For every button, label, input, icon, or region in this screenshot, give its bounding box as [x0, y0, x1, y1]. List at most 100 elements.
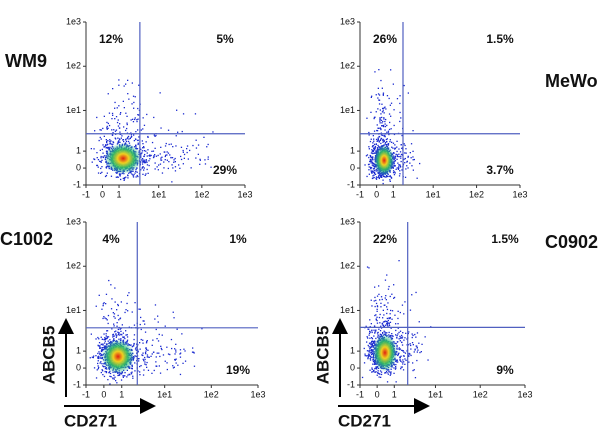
- event-dot: [383, 176, 386, 178]
- event-dot: [406, 161, 408, 163]
- event-dot: [138, 308, 140, 310]
- event-dot: [183, 348, 185, 350]
- event-dot: [192, 351, 195, 353]
- event-dot: [108, 112, 111, 114]
- event-dot: [388, 317, 390, 319]
- event-dot: [107, 143, 109, 145]
- event-dot: [162, 354, 165, 356]
- event-dot: [375, 366, 377, 368]
- event-dot: [400, 155, 402, 157]
- event-dot: [95, 338, 97, 340]
- event-dot: [143, 124, 146, 126]
- event-dot: [384, 136, 386, 138]
- event-dot: [399, 111, 401, 114]
- event-dot: [105, 303, 107, 305]
- event-dot: [199, 158, 201, 160]
- event-dot: [375, 319, 377, 321]
- event-dot: [174, 358, 176, 361]
- event-dot: [372, 360, 375, 363]
- event-dot: [170, 143, 172, 145]
- event-dot: [402, 363, 404, 365]
- event-dot: [120, 333, 122, 335]
- event-dot: [385, 176, 387, 178]
- event-dot: [115, 333, 117, 335]
- event-dot: [128, 138, 130, 140]
- event-dot: [168, 143, 170, 146]
- event-dot: [371, 350, 373, 352]
- event-dot: [398, 175, 401, 177]
- event-dot: [130, 172, 132, 174]
- event-dot: [101, 348, 103, 351]
- event-dot: [418, 342, 420, 344]
- event-dot: [391, 335, 393, 337]
- event-dot: [180, 146, 183, 148]
- event-dot: [174, 161, 176, 163]
- event-dot: [390, 177, 393, 179]
- event-dot: [97, 356, 99, 358]
- event-dot: [409, 343, 411, 345]
- event-dot: [373, 341, 375, 343]
- x-tick-label: 0: [375, 389, 380, 399]
- event-dot: [174, 166, 177, 168]
- event-dot: [193, 352, 195, 354]
- event-dot: [380, 134, 383, 136]
- event-dot: [101, 148, 103, 151]
- event-dot: [399, 170, 401, 172]
- event-dot: [108, 371, 110, 374]
- event-dot: [373, 147, 375, 149]
- event-dot: [372, 162, 374, 164]
- event-dot: [377, 140, 379, 142]
- event-dot: [97, 360, 99, 362]
- event-dot: [183, 153, 186, 156]
- event-dot: [119, 175, 121, 177]
- event-dot: [120, 327, 122, 330]
- event-dot: [179, 356, 182, 358]
- event-dot: [153, 155, 155, 157]
- event-dot: [102, 343, 104, 345]
- event-dot: [383, 314, 385, 316]
- x-tick-label: 1e2: [204, 389, 219, 399]
- event-dot: [103, 146, 105, 148]
- event-dot: [378, 335, 380, 337]
- quadrant-label: 12%: [99, 32, 123, 46]
- event-dot: [375, 178, 378, 180]
- event-dot: [389, 374, 391, 376]
- event-dot: [379, 120, 381, 122]
- event-dot: [369, 358, 371, 360]
- event-dot: [371, 151, 373, 153]
- event-dot: [143, 160, 145, 162]
- event-dot: [382, 182, 384, 185]
- event-dot: [91, 356, 93, 358]
- event-dot: [118, 338, 120, 340]
- y-tick-label: 1e3: [340, 16, 355, 26]
- event-dot: [373, 130, 376, 132]
- event-dot: [402, 369, 405, 371]
- event-dot: [135, 170, 137, 172]
- event-dot: [385, 108, 387, 110]
- event-dot: [398, 331, 400, 334]
- event-dot: [118, 127, 121, 129]
- event-dot: [118, 374, 121, 376]
- event-dot: [378, 328, 380, 330]
- event-dot: [380, 138, 382, 140]
- event-dot: [109, 142, 111, 144]
- event-dot: [114, 287, 116, 289]
- event-dot: [118, 105, 120, 107]
- event-dot: [93, 148, 95, 150]
- event-dot: [176, 109, 178, 111]
- event-dot: [408, 361, 410, 363]
- event-dot: [370, 170, 372, 172]
- event-dot: [144, 331, 147, 333]
- event-dot: [372, 157, 374, 159]
- event-dot: [399, 173, 401, 175]
- event-dot: [370, 353, 373, 356]
- event-dot: [126, 115, 128, 117]
- event-dot: [122, 100, 124, 102]
- event-dot: [371, 367, 373, 369]
- event-dot: [404, 337, 406, 339]
- event-dot: [139, 323, 141, 326]
- event-dot: [371, 305, 373, 307]
- event-dot: [386, 175, 388, 177]
- event-dot: [99, 160, 101, 162]
- panel: -1 0 1 1e1 1e2 1e3 -1 0 1 1e1 1e2 1e3 26% 1.5% 3.7% MeW…: [340, 16, 598, 199]
